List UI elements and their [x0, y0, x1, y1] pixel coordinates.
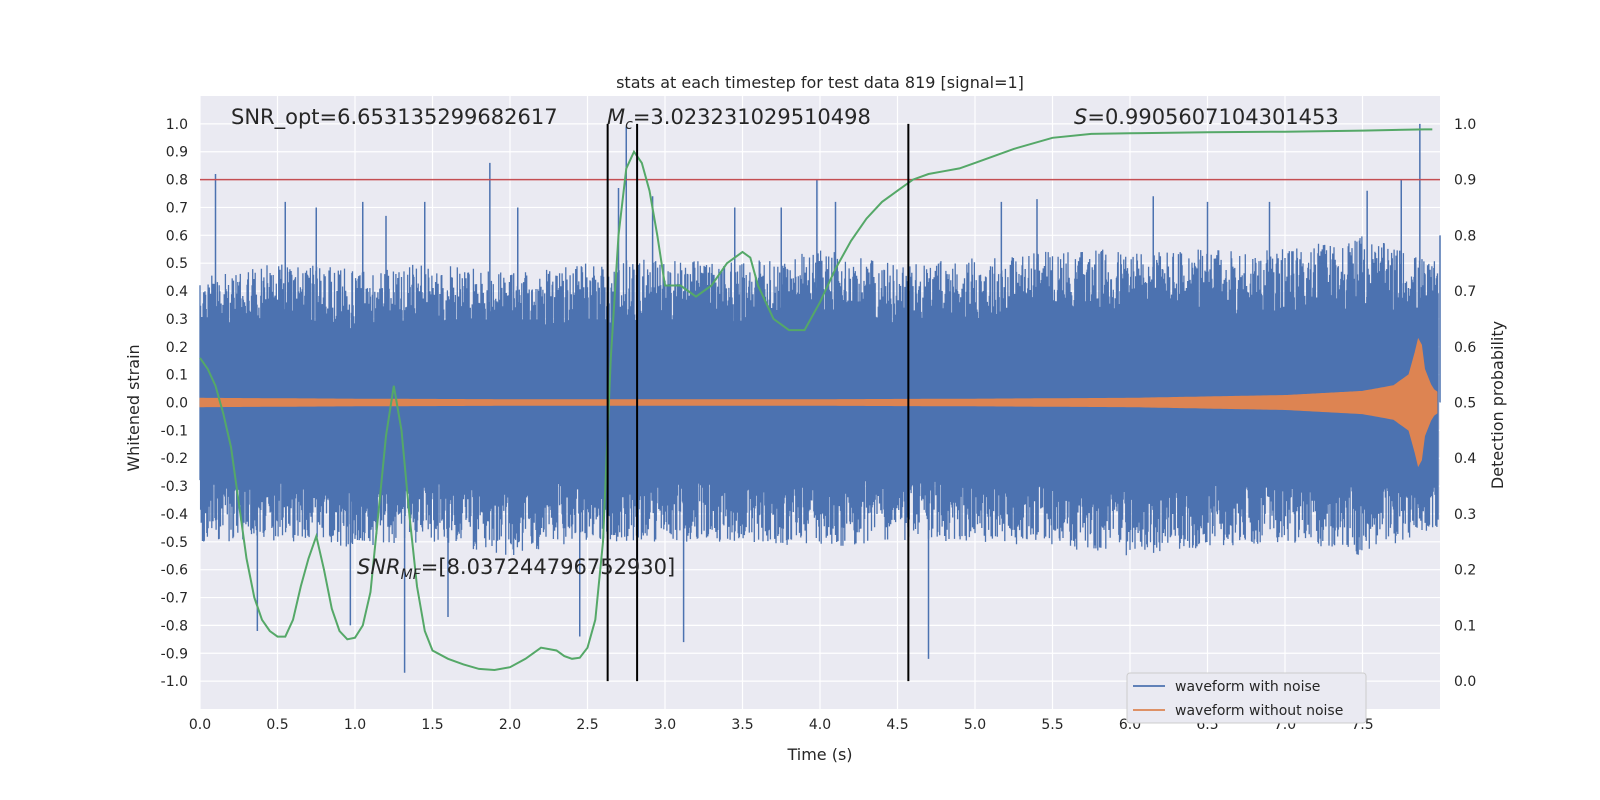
x-axis-label: Time (s): [786, 745, 852, 764]
chirp-mass-symbol: M: [607, 105, 625, 129]
legend: waveform with noise waveform without noi…: [1126, 672, 1367, 724]
x-tick-label: 0.5: [266, 717, 288, 733]
left-y-axis-ticks: -1.0 -0.9 -0.8 -0.7 -0.6 -0.5 -0.4 -0.3 -0.2 -0.1…: [161, 117, 188, 690]
x-tick-label: 4.5: [886, 717, 908, 733]
x-tick-label: 2.0: [499, 717, 521, 733]
right-y-tick-label: 0.0: [1454, 674, 1476, 690]
left-y-tick-label: -0.2: [161, 451, 188, 467]
left-y-tick-label: 0.2: [166, 340, 188, 356]
chirp-mass-value: =3.023231029510498: [633, 105, 871, 129]
legend-label-clean: waveform without noise: [1175, 703, 1343, 719]
left-y-tick-label: -0.9: [161, 646, 188, 662]
snr-mf-symbol: SNR: [357, 555, 401, 579]
s-annotation: S=0.9905607104301453: [1074, 105, 1339, 129]
left-y-tick-label: 0.4: [166, 284, 188, 300]
left-y-axis-label: Whitened strain: [124, 344, 143, 471]
right-y-tick-label: 0.2: [1454, 563, 1476, 579]
right-y-tick-label: 0.9: [1454, 173, 1476, 189]
x-tick-label: 2.5: [576, 717, 598, 733]
x-tick-label: 4.0: [809, 717, 831, 733]
s-symbol: S: [1074, 105, 1087, 129]
clean-waveform-area: [199, 337, 1438, 468]
detection-probability-line: [199, 128, 1433, 672]
x-tick-label: 3.5: [731, 717, 753, 733]
snr-opt-annotation: SNR_opt=6.653135299682617: [231, 105, 558, 130]
left-y-tick-label: 0.0: [166, 396, 188, 412]
right-y-tick-label: 0.1: [1454, 618, 1476, 634]
left-y-tick-label: -0.6: [161, 563, 188, 579]
legend-label-noisy: waveform with noise: [1175, 679, 1320, 695]
left-y-tick-label: -0.5: [161, 535, 188, 551]
left-y-tick-label: -1.0: [161, 674, 188, 690]
left-y-tick-label: -0.3: [161, 479, 188, 495]
right-y-tick-label: 0.7: [1454, 284, 1476, 300]
x-tick-label: 5.0: [964, 717, 986, 733]
legend-box: [1126, 672, 1367, 724]
x-tick-label: 5.5: [1041, 717, 1063, 733]
x-tick-label: 3.0: [654, 717, 676, 733]
s-value: =0.9905607104301453: [1087, 105, 1338, 129]
x-tick-label: 0.0: [189, 717, 211, 733]
right-y-tick-label: 1.0: [1454, 117, 1476, 133]
left-y-tick-label: -0.8: [161, 618, 188, 634]
right-y-tick-label: 0.3: [1454, 507, 1476, 523]
x-tick-label: 1.5: [421, 717, 443, 733]
left-y-tick-label: 0.8: [166, 173, 188, 189]
left-y-tick-label: -0.4: [161, 507, 188, 523]
right-y-tick-label: 0.8: [1454, 228, 1476, 244]
snr-mf-annotation: SNRMF=[8.037244796752930]: [357, 555, 675, 583]
right-y-axis-label: Detection probability: [1488, 321, 1507, 489]
right-y-axis-ticks: 0.0 0.1 0.2 0.3 0.4 0.5 0.6 0.7 0.8 0.9 1.0: [1454, 117, 1476, 690]
left-y-tick-label: -0.7: [161, 591, 188, 607]
vertical-markers: [606, 123, 910, 682]
detection-probability-series: [199, 128, 1433, 672]
snr-mf-subscript: MF: [401, 567, 422, 583]
right-y-tick-label: 0.4: [1454, 451, 1476, 467]
left-y-tick-label: 0.3: [166, 312, 188, 328]
waveform-without-noise-series: [199, 337, 1438, 468]
x-tick-label: 1.0: [344, 717, 366, 733]
left-y-tick-label: -0.1: [161, 423, 188, 439]
chart-title: stats at each timestep for test data 819…: [616, 73, 1024, 92]
left-y-tick-label: 0.6: [166, 228, 188, 244]
left-y-tick-label: 0.9: [166, 145, 188, 161]
right-y-tick-label: 0.6: [1454, 340, 1476, 356]
left-y-tick-label: 0.5: [166, 256, 188, 272]
left-y-tick-label: 0.7: [166, 200, 188, 216]
chirp-mass-subscript: c: [625, 117, 633, 133]
right-y-tick-label: 0.5: [1454, 396, 1476, 412]
chirp-mass-annotation: Mc=3.023231029510498: [607, 105, 871, 133]
left-y-tick-label: 0.1: [166, 368, 188, 384]
snr-mf-value: =[8.037244796752930]: [421, 555, 675, 579]
left-y-tick-label: 1.0: [166, 117, 188, 133]
